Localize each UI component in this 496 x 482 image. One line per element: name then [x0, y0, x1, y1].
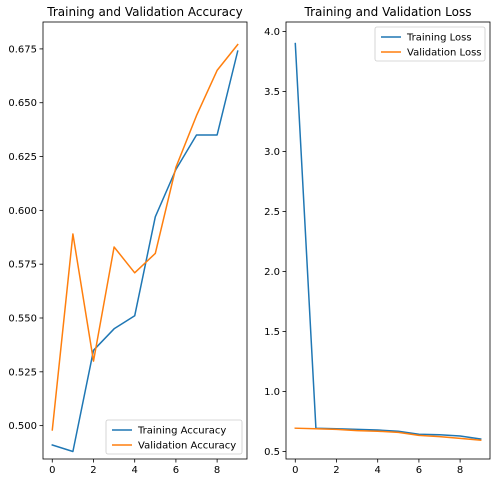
series-line-validation-accuracy — [51, 43, 239, 431]
x-tick-label: 8 — [214, 465, 220, 476]
series-line-validation-loss — [294, 427, 482, 442]
y-tick-label: 0.550 — [8, 313, 37, 324]
y-tick-label: 2.5 — [264, 207, 280, 218]
x-tick-label: 8 — [457, 465, 463, 476]
legend: Training Accuracy Validation Accuracy — [105, 419, 243, 455]
legend-label: Training Accuracy — [137, 426, 226, 437]
legend-box — [105, 419, 243, 455]
x-tick-label: 2 — [333, 465, 339, 476]
legend-label: Validation Loss — [407, 48, 482, 59]
legend-label: Validation Accuracy — [138, 441, 236, 452]
x-tick-label: 6 — [416, 465, 422, 476]
legend-box — [374, 26, 486, 62]
y-tick-label: 0.525 — [8, 367, 37, 378]
axes-frame — [285, 21, 491, 460]
legend: Training Loss Validation Loss — [374, 26, 486, 62]
y-tick-label: 1.5 — [264, 327, 280, 338]
y-tick-label: 0.5 — [264, 447, 280, 458]
x-tick-label: 2 — [90, 465, 96, 476]
chart-title: Training and Validation Accuracy — [46, 5, 242, 19]
y-tick-label: 3.0 — [264, 147, 280, 158]
y-tick-label: 2.0 — [264, 267, 280, 278]
y-tick-label: 0.500 — [8, 421, 37, 432]
legend-label: Training Loss — [406, 33, 472, 44]
x-tick-label: 6 — [173, 465, 179, 476]
y-tick-label: 4.0 — [264, 27, 280, 38]
y-tick-label: 0.625 — [8, 152, 37, 163]
loss-chart: Training and Validation Loss 0 2 4 6 8 0.5 1.0 1… — [264, 5, 491, 476]
axes-frame — [42, 21, 248, 460]
y-tick-label: 3.5 — [264, 87, 280, 98]
series-line-training-accuracy — [51, 50, 239, 453]
x-tick-label: 0 — [292, 465, 298, 476]
y-tick-label: 0.650 — [8, 98, 37, 109]
x-tick-label: 4 — [375, 465, 381, 476]
y-tick-label: 0.675 — [8, 44, 37, 55]
y-tick-label: 0.575 — [8, 260, 37, 271]
y-tick-label: 1.0 — [264, 387, 280, 398]
y-tick-label: 0.600 — [8, 206, 37, 217]
x-tick-label: 0 — [49, 465, 55, 476]
chart-title: Training and Validation Loss — [304, 5, 472, 19]
x-tick-label: 4 — [132, 465, 138, 476]
accuracy-chart: Training and Validation Accuracy 0 2 4 6 8 0.5… — [8, 5, 248, 476]
